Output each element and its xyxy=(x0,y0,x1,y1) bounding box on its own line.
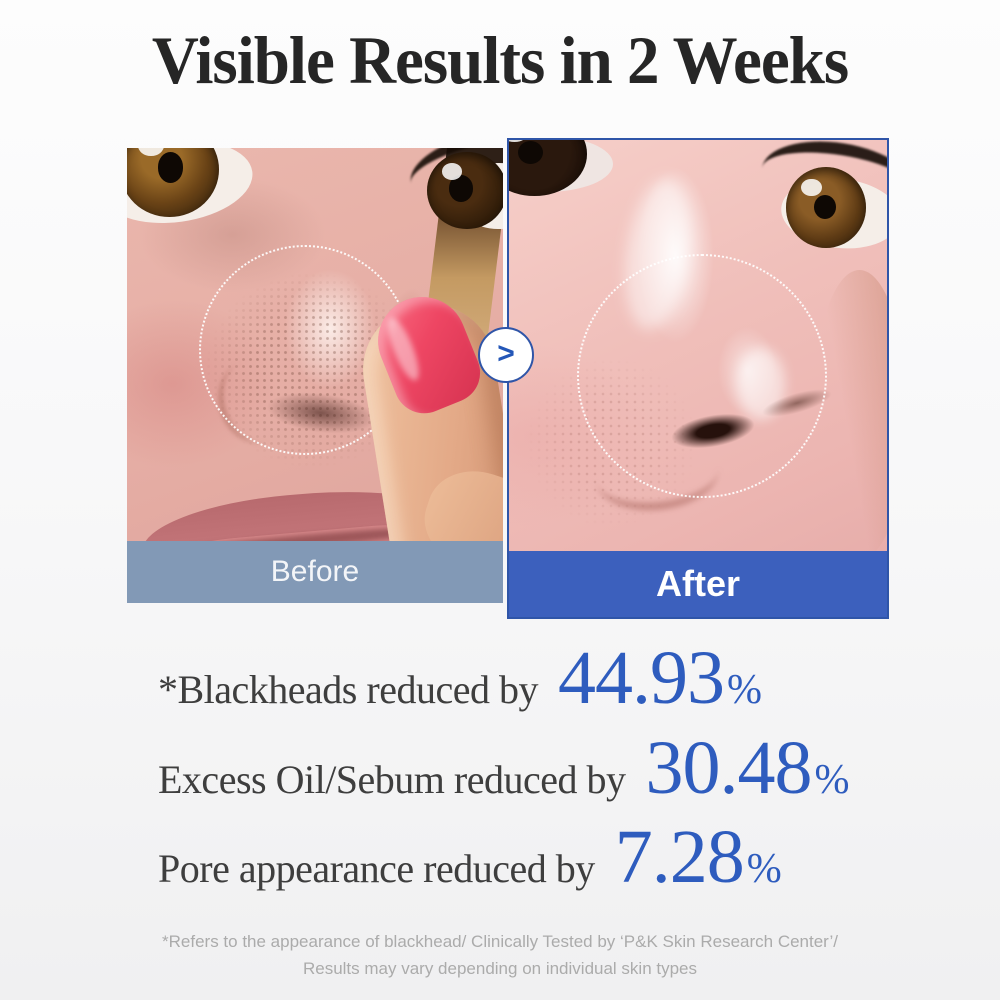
disclaimer-line-2: Results may vary depending on individual… xyxy=(302,959,698,979)
pupil xyxy=(813,194,836,220)
iris xyxy=(127,148,219,217)
focus-circle xyxy=(577,254,827,498)
disclaimer-line-1: *Refers to the appearance of blackhead/ … xyxy=(162,932,838,951)
right-eye xyxy=(403,148,503,246)
stat-value: 30.48 xyxy=(645,725,813,810)
pupil xyxy=(157,152,184,183)
iris xyxy=(786,167,867,249)
right-eye xyxy=(756,140,887,266)
after-label-bar: After xyxy=(509,551,887,617)
pupil xyxy=(517,140,544,165)
stat-unit: % xyxy=(814,756,850,803)
iris xyxy=(427,152,503,230)
chevron-right-icon: > xyxy=(497,336,515,370)
after-label: After xyxy=(655,563,740,604)
cheek-contour xyxy=(812,270,887,551)
left-eye xyxy=(509,140,647,206)
after-panel: After xyxy=(507,138,889,619)
pupil xyxy=(449,175,474,202)
page-title: Visible Results in 2 Weeks xyxy=(151,23,849,99)
before-after-arrow-badge: > xyxy=(478,327,534,383)
before-label: Before xyxy=(270,555,360,588)
stat-unit: % xyxy=(746,846,782,893)
disclaimer: *Refers to the appearance of blackhead/ … xyxy=(0,928,1000,982)
stat-unit: % xyxy=(726,667,762,713)
stat-row-pores: Pore appearance reduced by 7.28 % xyxy=(158,813,850,903)
before-panel: Before xyxy=(127,148,503,603)
stat-label: *Blackheads reduced by xyxy=(158,667,538,712)
stat-row-blackheads: *Blackheads reduced by 44.93 % xyxy=(158,634,850,724)
left-eye xyxy=(127,148,275,237)
stat-label: Excess Oil/Sebum reduced by xyxy=(158,756,626,802)
after-photo xyxy=(509,140,887,551)
stat-value: 7.28 xyxy=(614,815,745,900)
stat-label: Pore appearance reduced by xyxy=(158,846,595,892)
stat-value: 44.93 xyxy=(557,636,725,720)
before-photo xyxy=(127,148,503,541)
before-label-bar: Before xyxy=(127,541,503,603)
stat-row-sebum: Excess Oil/Sebum reduced by 30.48 % xyxy=(158,724,850,814)
results-stats: *Blackheads reduced by 44.93 % Excess Oi… xyxy=(158,634,850,903)
